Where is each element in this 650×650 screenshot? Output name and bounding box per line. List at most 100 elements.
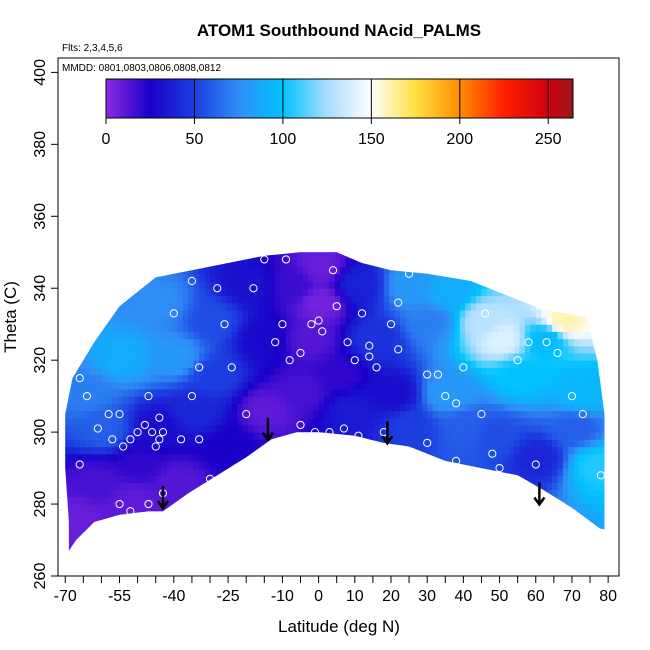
field-cell [334,374,341,383]
field-cell [416,410,423,419]
field-cell [307,410,314,419]
field-cell [101,324,108,332]
field-cell [177,288,184,297]
field-cell [280,309,287,318]
field-cell [427,360,434,368]
field-cell [231,331,238,340]
field-cell [242,259,249,268]
field-cell [345,302,352,311]
field-cell [389,424,396,433]
field-cell [367,309,374,318]
field-cell [400,309,407,318]
field-cell [432,446,439,455]
field-cell [65,475,70,484]
field-cell [74,432,81,440]
field-cell [427,374,434,383]
field-cell [340,309,347,318]
field-cell [405,281,412,289]
field-cell [161,309,168,318]
field-cell [313,381,320,390]
field-cell [329,331,336,340]
field-cell [324,367,331,376]
field-cell [334,331,341,340]
field-cell [242,381,249,390]
field-cell [150,345,157,354]
field-cell [356,324,363,332]
field-cell [199,331,206,340]
field-cell [193,324,200,332]
field-cell [177,273,184,282]
field-cell [177,403,184,412]
field-cell [215,403,222,412]
field-cell [193,288,200,297]
field-cell [128,475,135,484]
field-cell [68,504,75,512]
field-cell [123,352,130,361]
field-cell [248,259,255,268]
field-cell [329,345,336,354]
field-cell [204,273,211,282]
field-cell [79,360,86,368]
field-cell [231,317,238,325]
field-cell [345,417,352,426]
field-cell [362,381,369,390]
field-cell [199,432,206,440]
field-cell [134,496,141,505]
field-cell [427,403,434,412]
field-cell [117,417,124,426]
field-cell [432,396,439,404]
field-cell [340,288,347,297]
field-cell [177,489,184,498]
field-cell [269,360,276,368]
field-cell [150,410,157,419]
field-cell [313,360,320,368]
field-cell [144,309,151,318]
field-cell [334,324,341,332]
field-cell [204,281,211,289]
field-cell [405,288,412,297]
field-cell [318,309,325,318]
field-cell [394,309,401,318]
field-cell [166,403,173,412]
field-cell [421,432,428,440]
field-cell [161,381,168,390]
field-cell [242,309,249,318]
field-cell [400,324,407,332]
field-cell [291,309,298,318]
field-cell [248,331,255,340]
field-cell [421,403,428,412]
field-cell [74,453,81,462]
field-cell [280,266,287,275]
field-cell [324,317,331,325]
field-cell [313,302,320,311]
field-cell [117,424,124,433]
field-cell [199,381,206,390]
field-cell [405,309,412,318]
field-cell [275,417,282,426]
field-cell [421,345,428,354]
field-cell [65,482,70,491]
field-cell [101,446,108,455]
field-cell [215,324,222,332]
field-cell [291,381,298,390]
field-cell [85,417,92,426]
field-cell [139,496,146,505]
field-cell [389,309,396,318]
field-cell [389,288,396,297]
field-cell [123,317,130,325]
field-cell [123,374,130,383]
field-cell [134,439,141,448]
field-cell [199,374,206,383]
field-cell [166,360,173,368]
field-cell [275,338,282,347]
field-cell [242,345,249,354]
field-cell [329,360,336,368]
field-cell [85,475,92,484]
field-cell [248,360,255,368]
field-cell [427,432,434,440]
field-cell [253,432,260,440]
field-cell [134,468,141,476]
field-cell [286,410,293,419]
field-cell [264,410,271,419]
field-cell [237,403,244,412]
